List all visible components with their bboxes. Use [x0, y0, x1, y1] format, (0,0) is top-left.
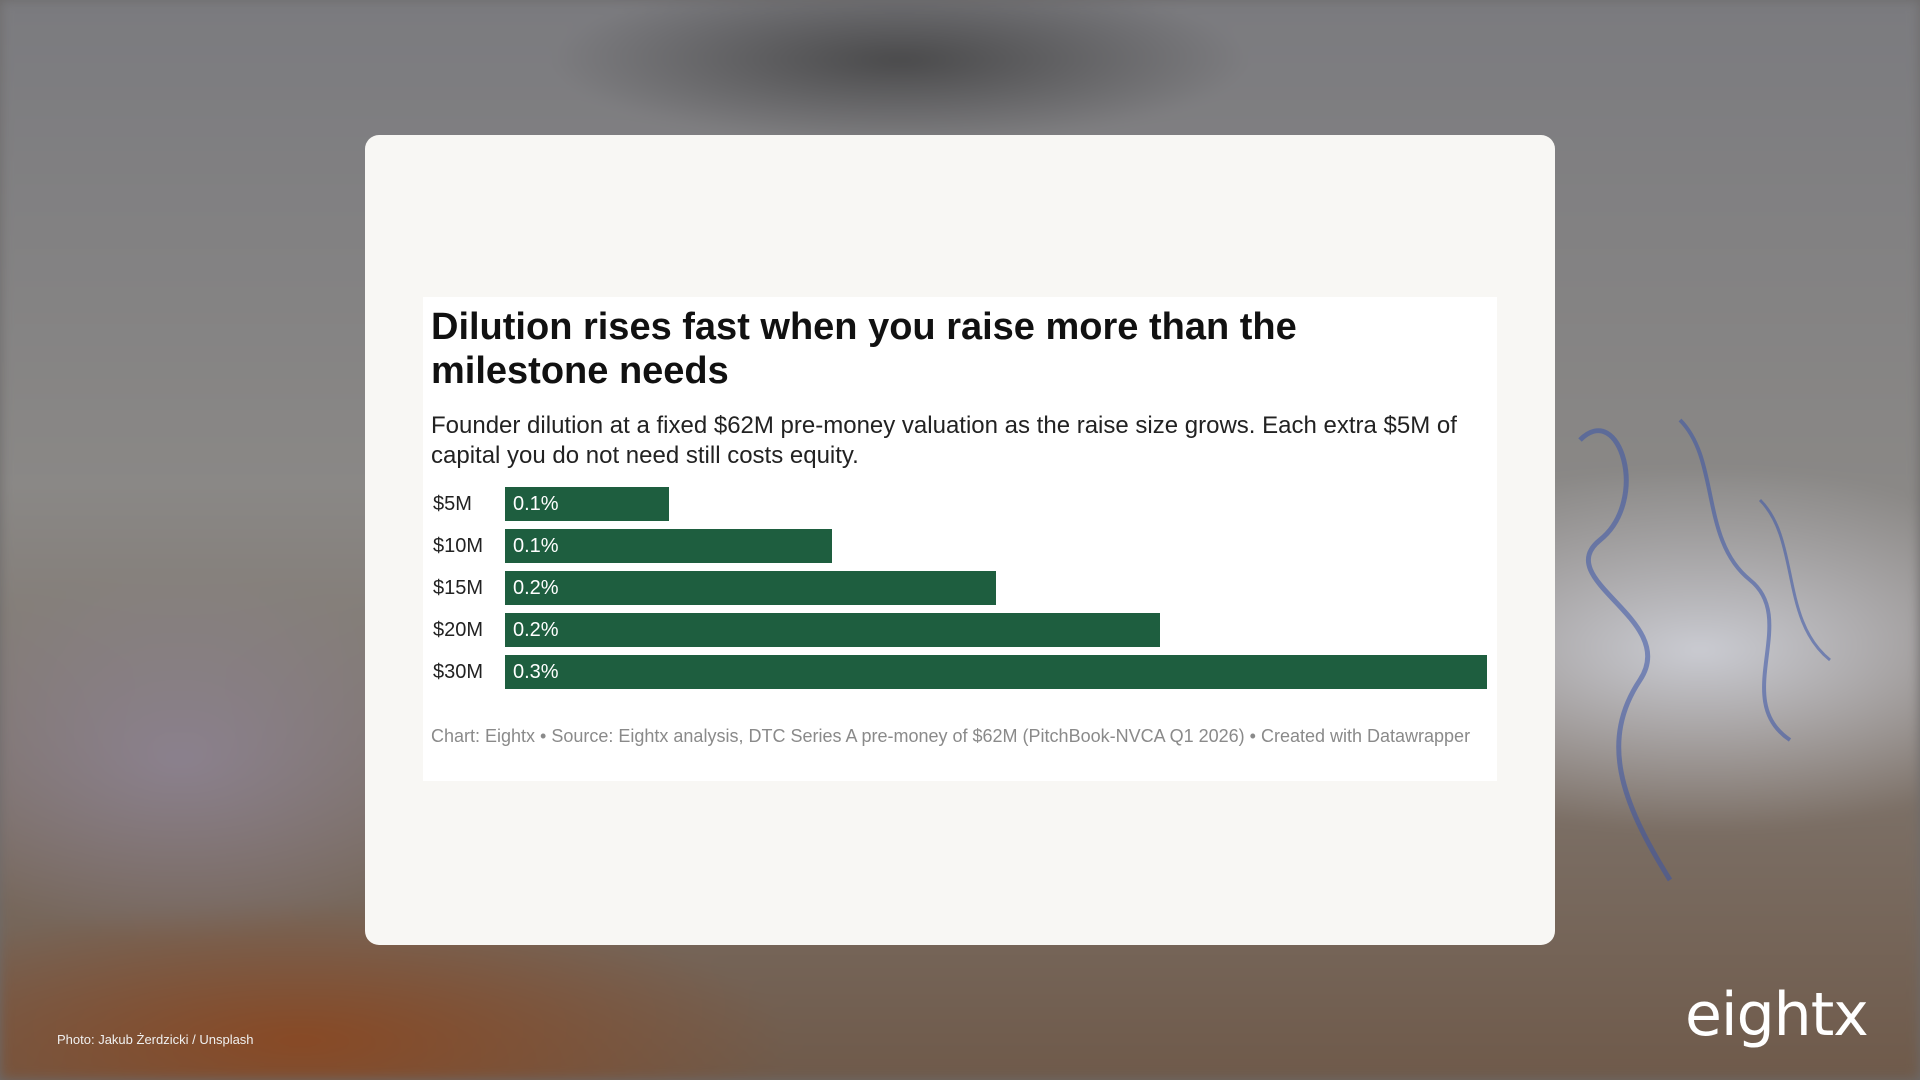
bar-area: $5M 0.1% $10M 0.1% $15M 0.2% $20M 0.2% $30M 0.3% [423, 487, 1497, 697]
category-label: $15M [433, 577, 484, 599]
category-label: $30M [433, 661, 484, 683]
value-label: 0.1% [513, 493, 559, 515]
category-label: $20M [433, 619, 484, 641]
chart-container: Dilution rises fast when you raise more … [423, 297, 1497, 781]
value-label: 0.1% [513, 535, 559, 557]
photo-credit: Photo: Jakub Żerdzicki / Unsplash [57, 1032, 254, 1047]
bar [505, 613, 1160, 647]
value-label: 0.3% [513, 661, 559, 683]
category-label: $10M [433, 535, 484, 557]
bar [505, 487, 669, 521]
value-label: 0.2% [513, 577, 559, 599]
value-label: 0.2% [513, 619, 559, 641]
bar [505, 529, 833, 563]
bar [505, 655, 1487, 689]
chart-card: Dilution rises fast when you raise more … [365, 135, 1555, 945]
background-handwriting [1578, 418, 1831, 882]
eightx-logo: eightx [1685, 980, 1869, 1050]
chart-title: Dilution rises fast when you raise more … [431, 306, 1297, 392]
category-label: $5M [433, 493, 472, 515]
chart-footer: Chart: Eightx • Source: Eightx analysis,… [431, 726, 1471, 746]
chart-subtitle: Founder dilution at a fixed $62M pre-mon… [431, 412, 1457, 469]
bar [505, 571, 996, 605]
